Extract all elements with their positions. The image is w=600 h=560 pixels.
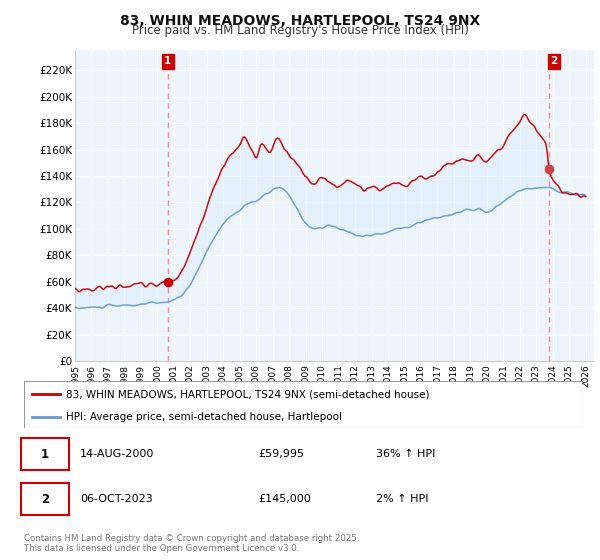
Text: 1: 1 (164, 57, 172, 67)
Text: 2% ↑ HPI: 2% ↑ HPI (376, 494, 428, 505)
Text: 06-OCT-2023: 06-OCT-2023 (80, 494, 152, 505)
Text: 1: 1 (41, 447, 49, 461)
FancyBboxPatch shape (21, 483, 68, 515)
FancyBboxPatch shape (24, 381, 582, 428)
Text: Price paid vs. HM Land Registry's House Price Index (HPI): Price paid vs. HM Land Registry's House … (131, 24, 469, 36)
Text: Contains HM Land Registry data © Crown copyright and database right 2025.
This d: Contains HM Land Registry data © Crown c… (24, 534, 359, 553)
Text: £145,000: £145,000 (259, 494, 311, 505)
Text: £59,995: £59,995 (259, 449, 304, 459)
Text: 2: 2 (41, 493, 49, 506)
Text: 14-AUG-2000: 14-AUG-2000 (80, 449, 154, 459)
FancyBboxPatch shape (21, 438, 68, 470)
Text: 83, WHIN MEADOWS, HARTLEPOOL, TS24 9NX: 83, WHIN MEADOWS, HARTLEPOOL, TS24 9NX (120, 14, 480, 28)
Text: 2: 2 (550, 57, 558, 67)
Text: 83, WHIN MEADOWS, HARTLEPOOL, TS24 9NX (semi-detached house): 83, WHIN MEADOWS, HARTLEPOOL, TS24 9NX (… (66, 389, 430, 399)
Text: HPI: Average price, semi-detached house, Hartlepool: HPI: Average price, semi-detached house,… (66, 412, 342, 422)
Text: 36% ↑ HPI: 36% ↑ HPI (376, 449, 435, 459)
